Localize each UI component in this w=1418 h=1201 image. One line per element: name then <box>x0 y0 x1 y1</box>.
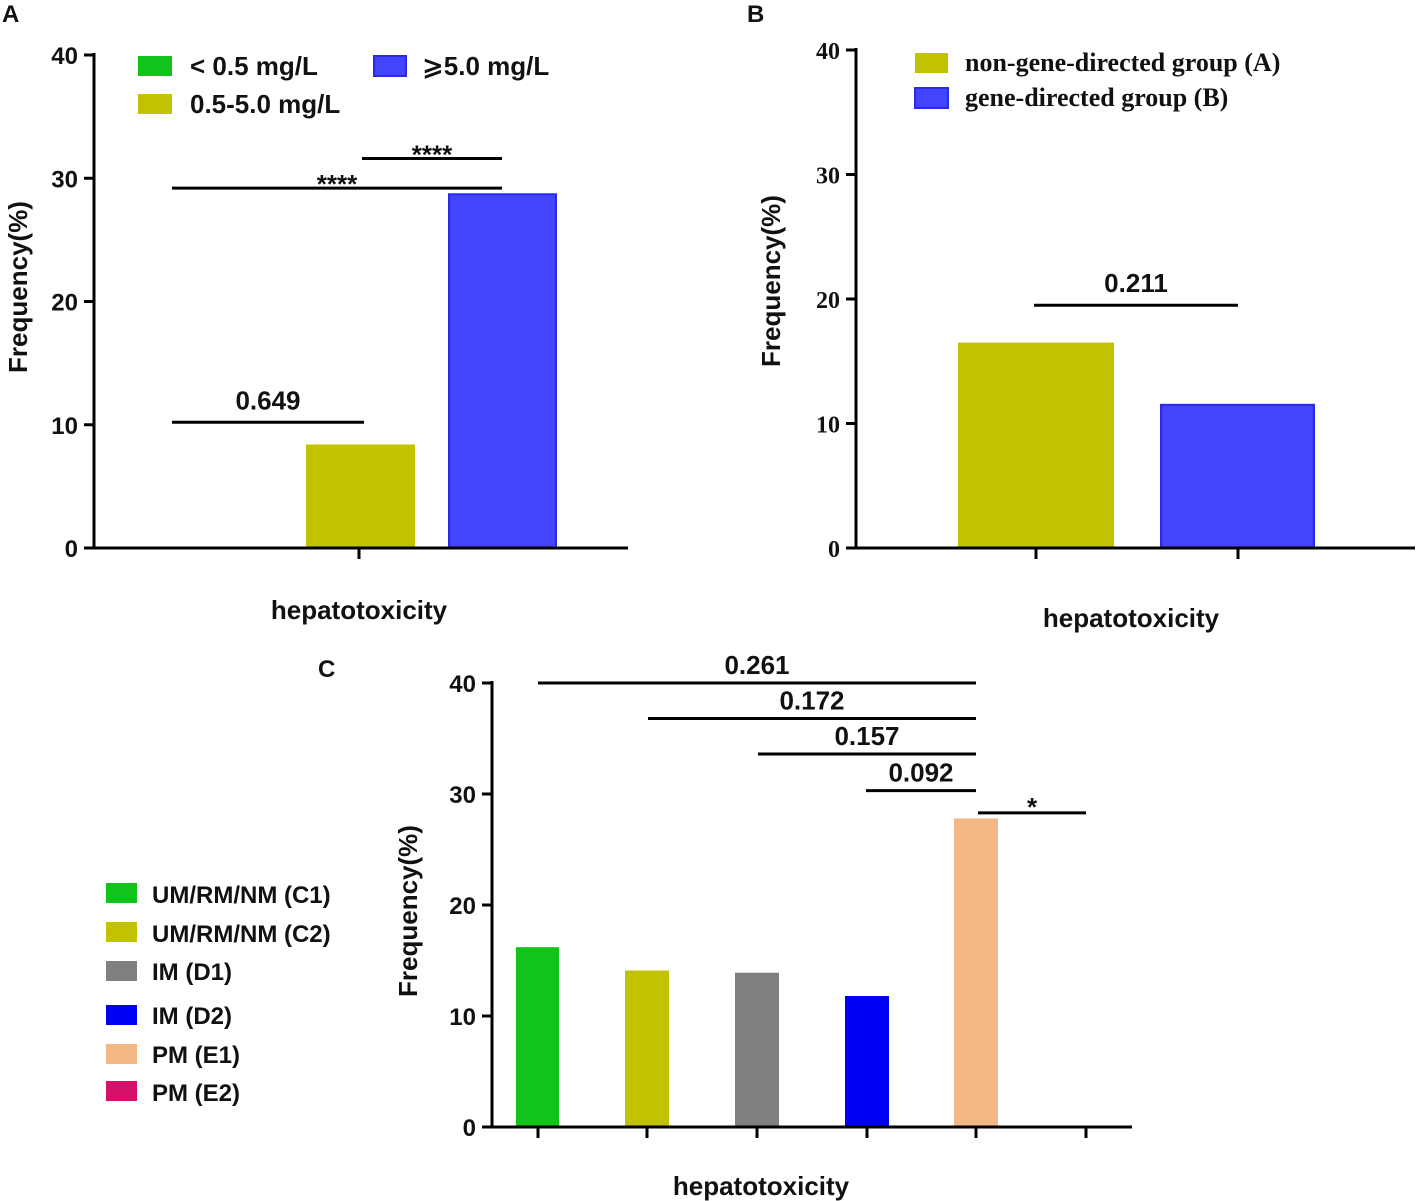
panel-c-legend-swatch-1 <box>106 883 137 903</box>
panel-c-ytick-label-10: 10 <box>449 1004 476 1031</box>
panel-a-legend-label-1: < 0.5 mg/L <box>190 51 318 81</box>
panel-a-bar-3 <box>448 193 557 550</box>
panel-a-bar-2 <box>306 444 415 548</box>
panel-c-legend-swatch-2 <box>106 922 137 942</box>
panel-c-legend-label-2: UM/RM/NM (C2) <box>152 921 331 948</box>
panel-a-ytick-label-10: 10 <box>51 413 78 440</box>
panel-a-comparison-label-3: **** <box>412 140 453 170</box>
panel-c-legend-label-6: PM (E2) <box>152 1080 240 1107</box>
panel-a-comparison-label-1: 0.649 <box>235 385 300 415</box>
panel-c-ytick-label-0: 0 <box>463 1115 476 1142</box>
panel-a-legend-swatch-3 <box>373 55 407 77</box>
panel-a-legend-label-3: ⩾5.0 mg/L <box>422 51 549 81</box>
panel-b-x-axis-label: hepatotoxicity <box>1043 603 1220 633</box>
panel-b-ytick-label-10: 10 <box>816 413 840 439</box>
panel-c-comparison-label-3: 0.157 <box>834 721 899 751</box>
panel-b-legend-label-1: non-gene-directed group (A) <box>965 48 1280 77</box>
panel-c-x-axis-label: hepatotoxicity <box>673 1171 850 1201</box>
panel-c-bar-4 <box>845 996 889 1127</box>
panel-c-legend-label-4: IM (D2) <box>152 1003 232 1030</box>
panel-a-ytick-label-30: 30 <box>51 166 78 193</box>
panel-c-comparison-label-1: 0.261 <box>724 650 789 680</box>
panel-c-y-axis-label: Frequency(%) <box>393 825 423 997</box>
panel-c-comparison-label-4: 0.092 <box>888 758 953 788</box>
panel-c-legend-label-3: IM (D1) <box>152 959 232 986</box>
panel-a-ytick-label-0: 0 <box>65 536 78 563</box>
panel-c-bar-2 <box>625 970 669 1127</box>
panel-c-legend-swatch-4 <box>106 1005 137 1025</box>
panel-a-comparison-label-2: **** <box>317 169 358 199</box>
panel-c-legend-swatch-6 <box>106 1081 137 1101</box>
panel-b-bar-2 <box>1160 403 1315 550</box>
panel-a-legend-swatch-2 <box>138 94 172 114</box>
panel-b-letter: B <box>747 1 764 28</box>
panel-b-ytick-label-40: 40 <box>816 39 840 65</box>
panel-a-ytick-label-40: 40 <box>51 43 78 70</box>
panel-a-ytick-label-20: 20 <box>51 290 78 317</box>
panel-c-bar-5 <box>954 818 998 1127</box>
panel-a-letter: A <box>2 1 19 28</box>
panel-c-comparison-label-2: 0.172 <box>779 686 844 716</box>
panel-c-legend-swatch-3 <box>106 961 137 981</box>
panel-a-x-axis-label: hepatotoxicity <box>271 595 448 625</box>
panel-a-legend-swatch-1 <box>138 56 172 76</box>
panel-c-ytick-label-30: 30 <box>449 782 476 809</box>
panel-c-ytick-label-20: 20 <box>449 893 476 920</box>
panel-b-ytick-label-0: 0 <box>828 537 840 563</box>
panel-b-y-axis-label: Frequency(%) <box>756 195 786 367</box>
panel-b-legend-swatch-1 <box>915 53 948 73</box>
panel-c-letter: C <box>318 656 335 683</box>
panel-c-legend-swatch-5 <box>106 1044 137 1064</box>
panel-c-legend-label-1: UM/RM/NM (C1) <box>152 882 331 909</box>
panel-a-y-axis-label: Frequency(%) <box>3 201 33 373</box>
panel-c-legend-label-5: PM (E1) <box>152 1042 240 1069</box>
panel-b-ytick-label-20: 20 <box>816 288 840 314</box>
panel-c-bar-1 <box>516 947 559 1127</box>
panel-a-legend-label-2: 0.5-5.0 mg/L <box>190 89 340 119</box>
panel-b-ytick-label-30: 30 <box>816 164 840 190</box>
panel-b-legend-swatch-2 <box>914 87 949 109</box>
panel-b-bar-1 <box>958 342 1114 548</box>
panel-c-comparison-label-5: * <box>1027 792 1038 822</box>
panel-c-ytick-label-40: 40 <box>449 671 476 698</box>
panel-b-comparison-label-1: 0.211 <box>1104 268 1168 298</box>
panel-c-bar-3 <box>735 972 779 1127</box>
panel-b-legend-label-2: gene-directed group (B) <box>965 83 1228 112</box>
